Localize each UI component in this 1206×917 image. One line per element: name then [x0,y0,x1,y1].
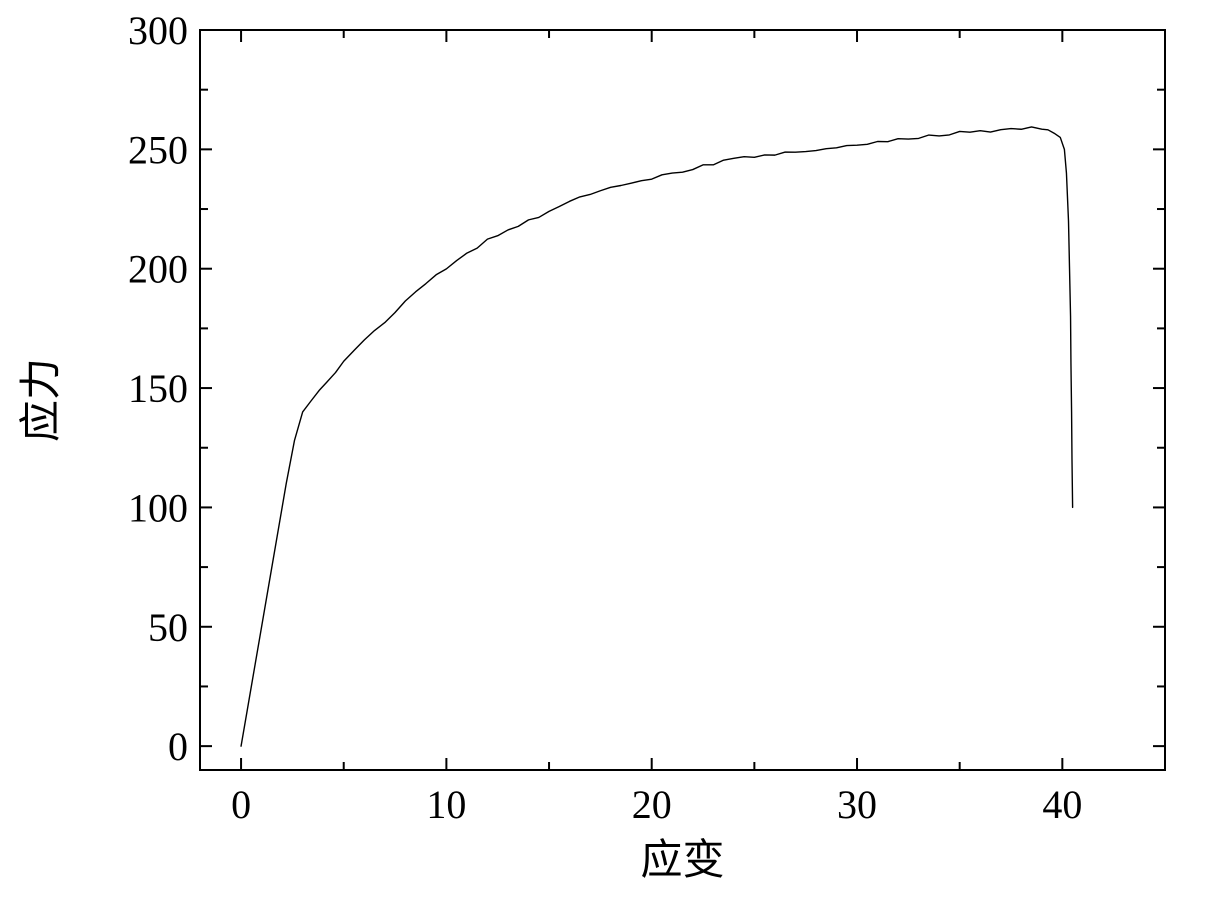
y-tick-label: 100 [128,485,188,530]
chart-svg: 0 10 20 30 40 0 50 100 150 200 250 300 应变 应力 [0,0,1206,917]
x-tick-label: 10 [426,782,466,827]
stress-strain-chart: 0 10 20 30 40 0 50 100 150 200 250 300 应变 应力 [0,0,1206,917]
y-tick-label: 0 [168,724,188,769]
y-tick-label: 50 [148,605,188,650]
x-tick-label: 0 [231,782,251,827]
y-tick-label: 150 [128,366,188,411]
y-tick-label: 200 [128,247,188,292]
y-axis-label: 应力 [18,358,65,442]
y-tick-label: 300 [128,8,188,53]
x-axis-label: 应变 [640,837,724,884]
y-tick-label: 250 [128,127,188,172]
x-tick-label: 30 [837,782,877,827]
x-tick-label: 20 [632,782,672,827]
x-tick-label: 40 [1042,782,1082,827]
